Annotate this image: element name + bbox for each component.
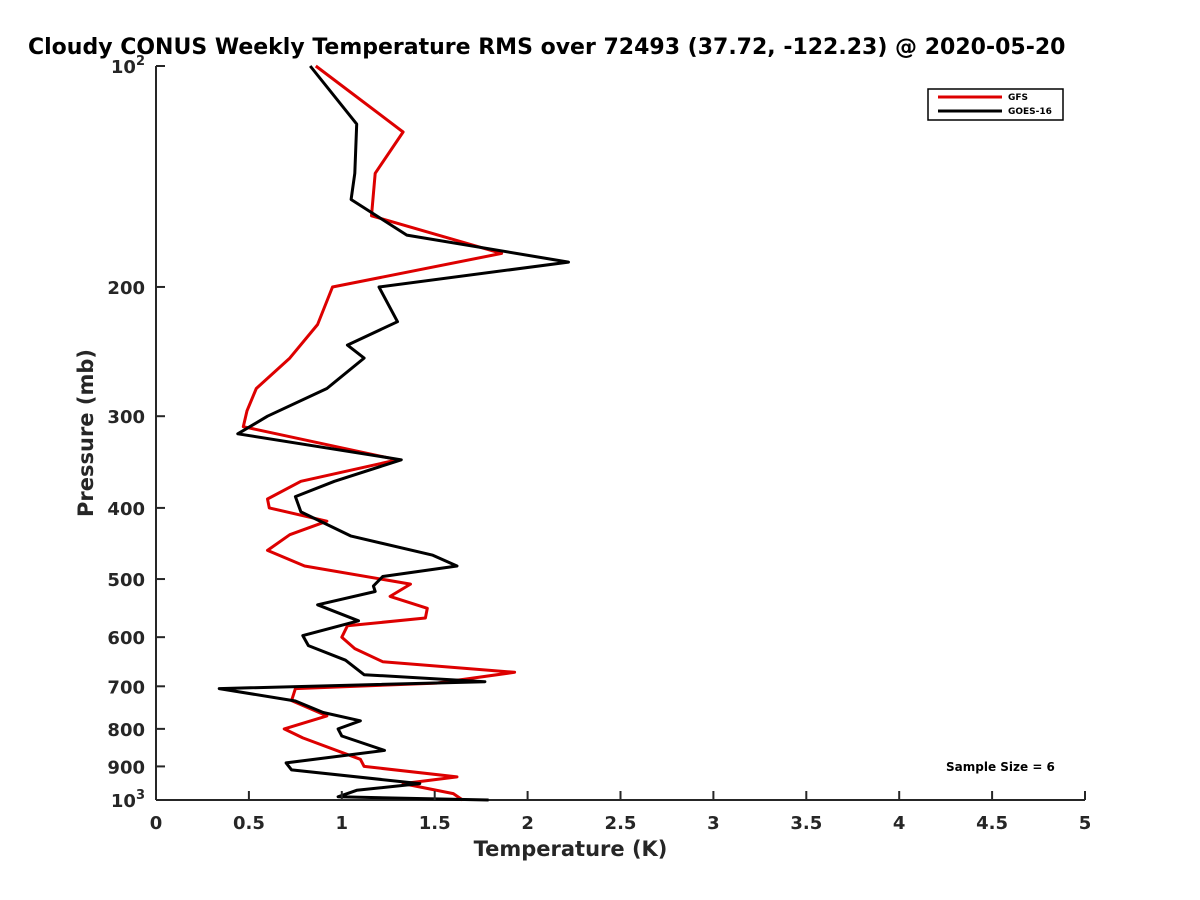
y-tick-label: 200 [107, 278, 145, 299]
x-tick-label: 4 [893, 813, 906, 834]
y-tick-label: 103 [111, 788, 145, 812]
y-tick-label: 300 [107, 407, 145, 428]
y-tick-label: 500 [107, 570, 145, 591]
legend-box [927, 88, 1064, 121]
x-tick-label: 3.5 [790, 813, 822, 834]
x-tick-label: 1 [336, 813, 349, 834]
legend: GFS GOES-16 [927, 88, 1064, 121]
x-tick-label: 2.5 [605, 813, 637, 834]
y-tick-label: 400 [107, 499, 145, 520]
series-layer [217, 64, 570, 802]
y-tick-label: 600 [107, 628, 145, 649]
x-tick-label: 2 [521, 813, 534, 834]
chart-title: Cloudy CONUS Weekly Temperature RMS over… [28, 35, 1065, 60]
y-axis-label: Pressure (mb) [74, 349, 98, 517]
y-tick-label: 700 [107, 677, 145, 698]
y-ticks: 102 200 300 400 500 600 700 800 900 103 [107, 54, 165, 812]
y-tick-label: 800 [107, 720, 145, 741]
legend-label: GOES-16 [1008, 107, 1052, 117]
series-line-goes-16 [217, 65, 570, 802]
x-ticks: 0 0.5 1 1.5 2 2.5 3 3.5 4 4.5 5 [150, 791, 1092, 834]
x-tick-label: 0.5 [233, 813, 265, 834]
legend-label: GFS [1008, 93, 1028, 103]
x-tick-label: 3 [707, 813, 720, 834]
x-tick-label: 5 [1079, 813, 1092, 834]
x-axis-label: Temperature (K) [474, 837, 668, 861]
y-tick-label: 102 [111, 54, 145, 78]
sample-size-annotation: Sample Size = 6 [946, 760, 1055, 774]
x-tick-label: 1.5 [419, 813, 451, 834]
series-line-gfs [241, 64, 517, 802]
x-tick-label: 4.5 [976, 813, 1008, 834]
y-tick-label: 900 [107, 757, 145, 778]
x-tick-label: 0 [150, 813, 163, 834]
